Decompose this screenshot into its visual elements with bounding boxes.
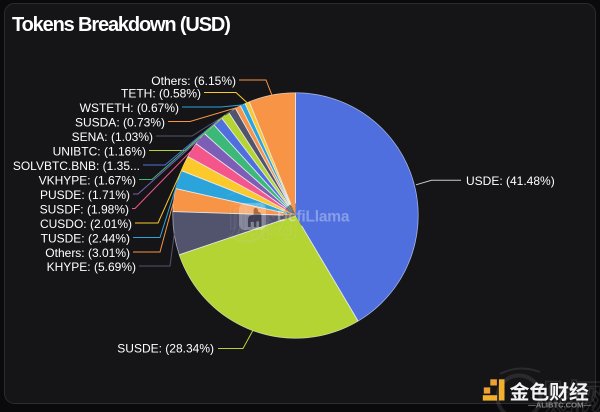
svg-text:VKHYPE: (1.67%): VKHYPE: (1.67%) (39, 173, 136, 187)
svg-text:UNIBTC: (1.16%): UNIBTC: (1.16%) (53, 144, 146, 158)
svg-text:SUSDA: (0.73%): SUSDA: (0.73%) (75, 115, 165, 129)
svg-text:TETH: (0.58%): TETH: (0.58%) (121, 86, 201, 100)
svg-text:SUSDF: (1.98%): SUSDF: (1.98%) (40, 202, 129, 216)
svg-text:SOLVBTC.BNB: (1.35...: SOLVBTC.BNB: (1.35... (13, 159, 140, 173)
svg-text:SENA: (1.03%): SENA: (1.03%) (72, 130, 153, 144)
svg-text:DefiLlama: DefiLlama (277, 209, 350, 226)
svg-text:—ALIBTC.COM—: —ALIBTC.COM— (528, 401, 591, 410)
svg-text:TUSDE: (2.44%): TUSDE: (2.44%) (41, 231, 130, 245)
svg-text:KHYPE: (5.69%): KHYPE: (5.69%) (47, 260, 136, 274)
svg-text:USDE: (41.48%): USDE: (41.48%) (466, 174, 555, 188)
svg-text:CUSDO: (2.01%): CUSDO: (2.01%) (40, 217, 132, 231)
svg-text:SUSDE: (28.34%): SUSDE: (28.34%) (117, 342, 214, 356)
svg-text:WSTETH: (0.67%): WSTETH: (0.67%) (80, 101, 179, 115)
svg-text:Others: (3.01%): Others: (3.01%) (45, 246, 130, 260)
svg-text:PUSDE: (1.71%): PUSDE: (1.71%) (40, 188, 130, 202)
svg-text:Others: (6.15%): Others: (6.15%) (151, 74, 236, 88)
svg-text:Tokens Breakdown (USD): Tokens Breakdown (USD) (12, 14, 230, 36)
